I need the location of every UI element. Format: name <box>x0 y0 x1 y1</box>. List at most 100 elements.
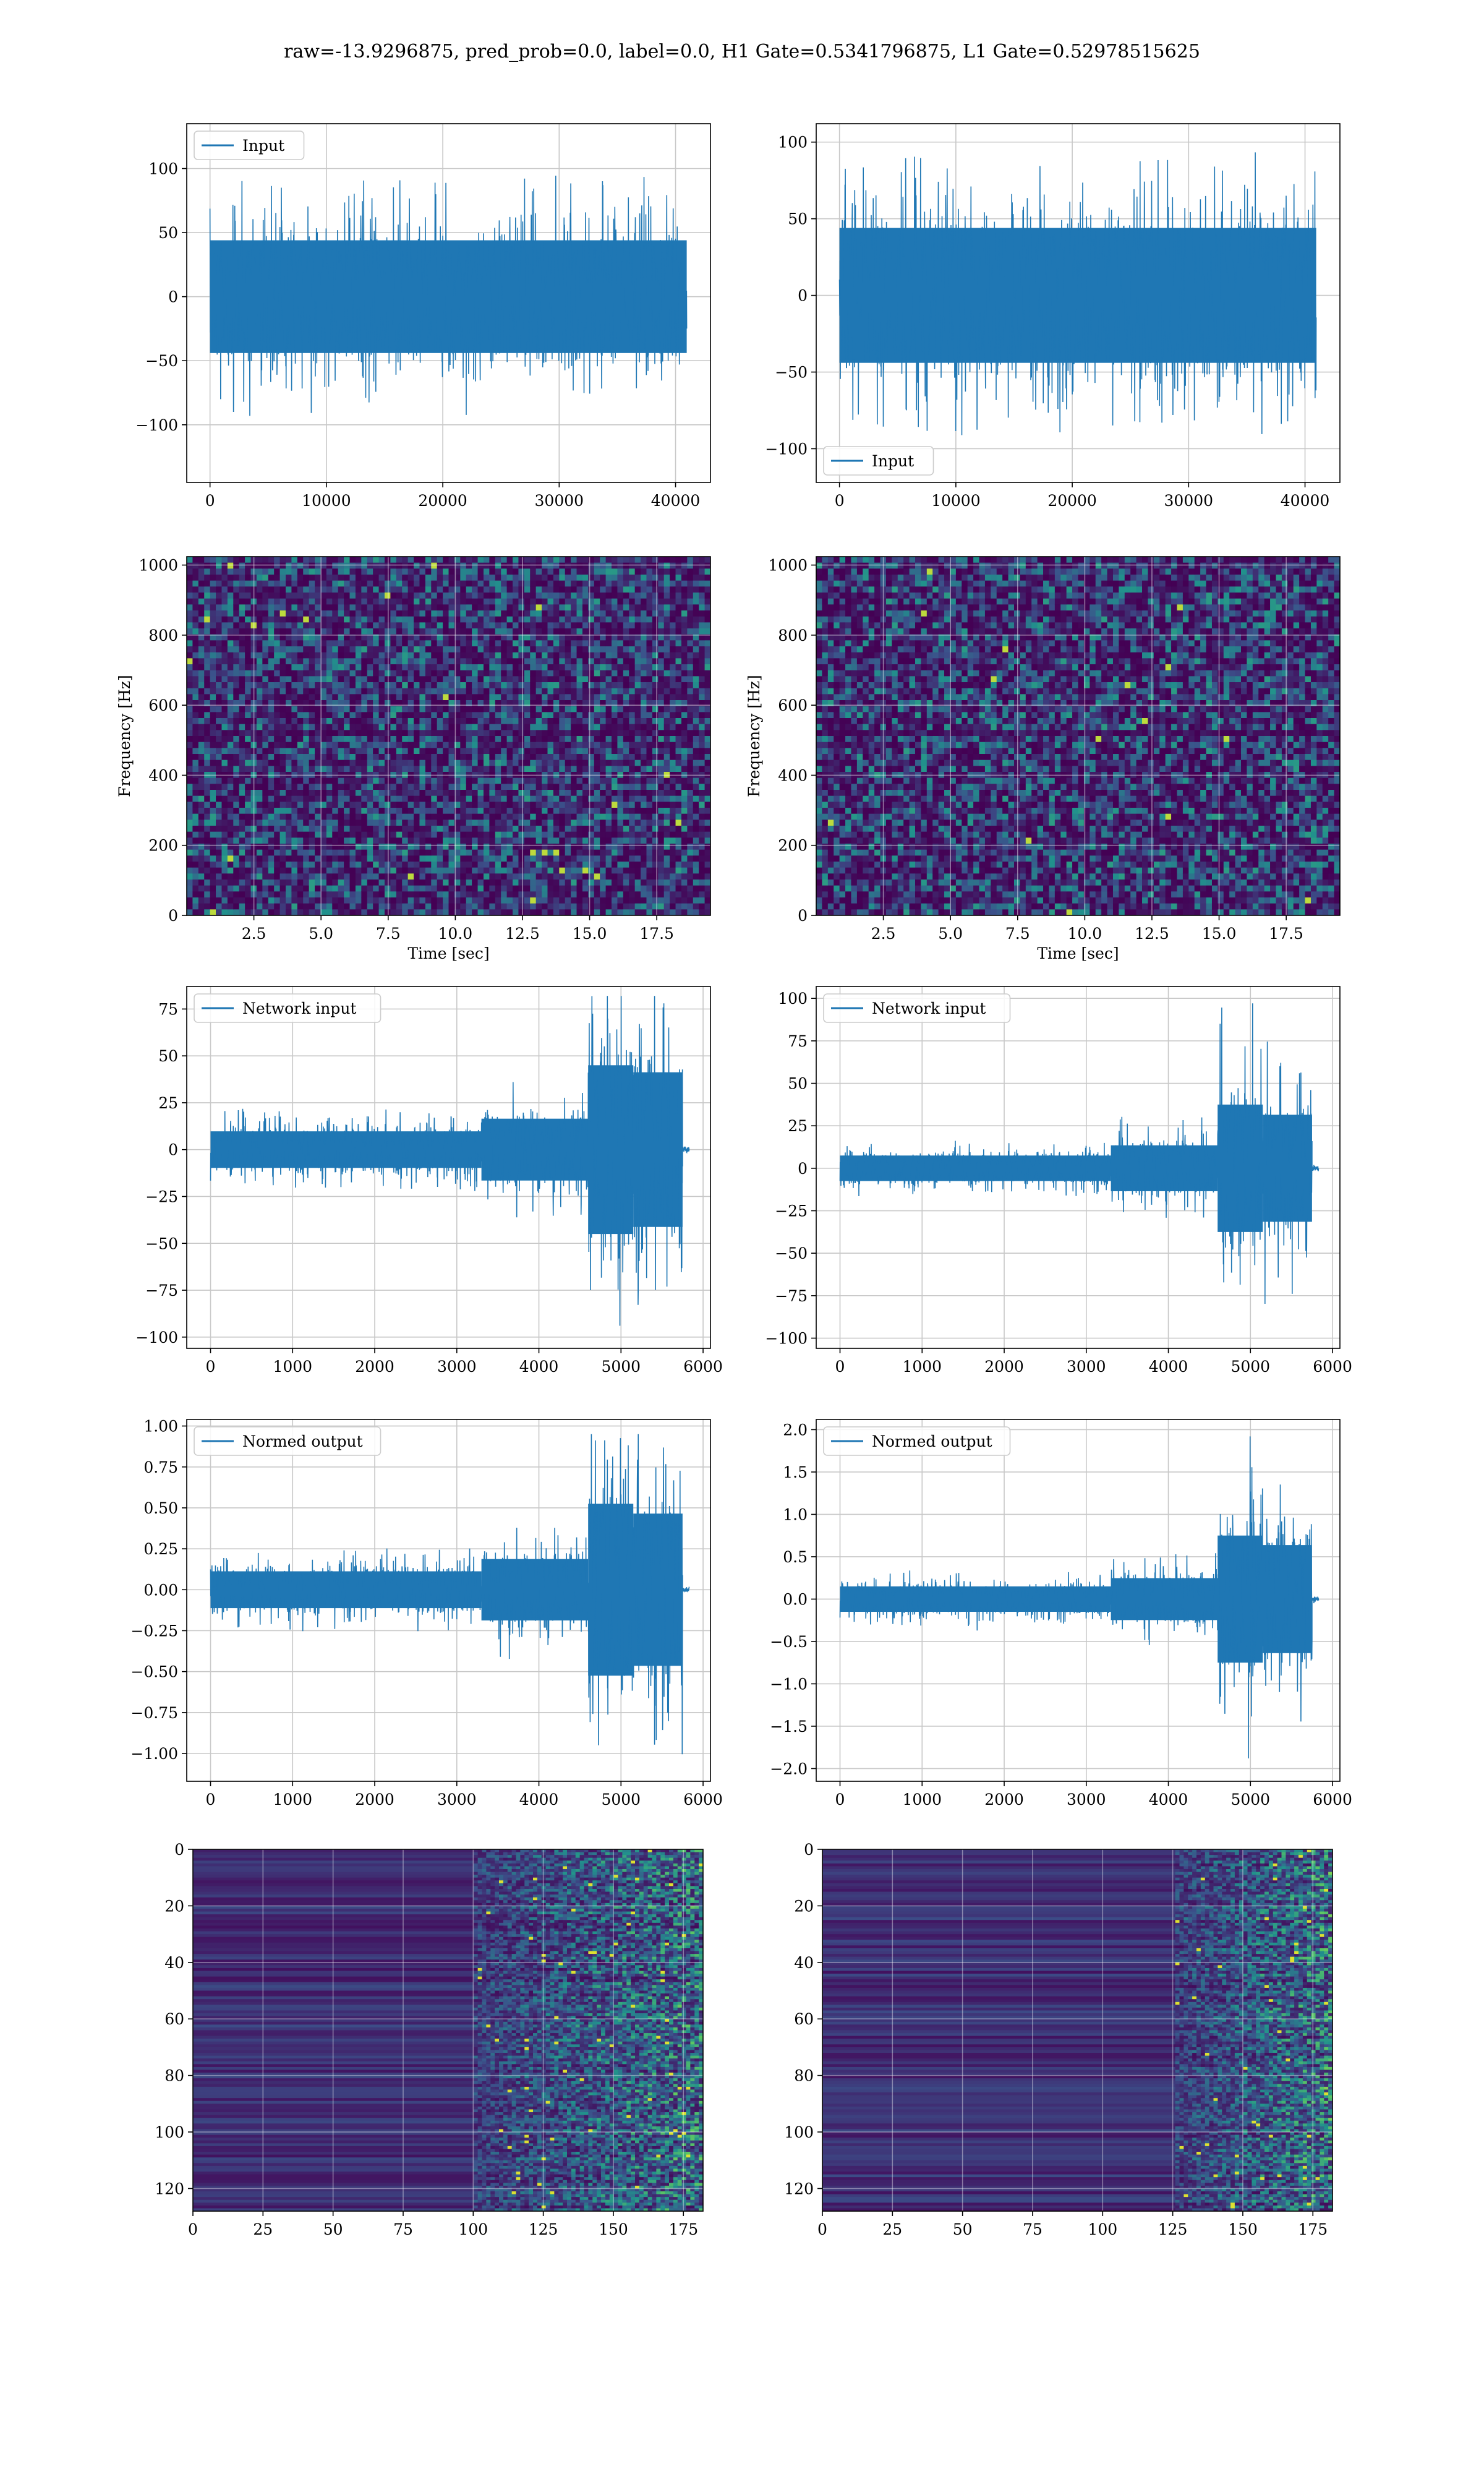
x-tick-label: 4000 <box>519 1791 559 1808</box>
x-tick-label: 2000 <box>355 1791 394 1808</box>
y-tick-label: 0 <box>168 907 178 925</box>
y-tick-label: 25 <box>788 1117 808 1135</box>
y-tick-label: −50 <box>775 1244 808 1262</box>
y-tick-label: −25 <box>775 1202 808 1220</box>
y-tick-label: 100 <box>778 990 808 1008</box>
x-tick-label: 6000 <box>683 1358 723 1376</box>
x-tick-label: 17.5 <box>639 925 674 943</box>
x-tick-label: 15.0 <box>1202 925 1237 943</box>
y-tick-label: 60 <box>794 2010 814 2028</box>
y-tick-label: 50 <box>158 224 178 242</box>
x-tick-label: 20000 <box>418 492 467 510</box>
y-tick-label: 0.5 <box>783 1548 808 1566</box>
y-tick-label: −50 <box>775 364 808 382</box>
x-tick-label: 20000 <box>1047 492 1097 510</box>
x-tick-label: 25 <box>253 2220 273 2238</box>
x-tick-label: 5.0 <box>309 925 333 943</box>
y-tick-label: 0 <box>798 287 808 305</box>
y-tick-label: 120 <box>784 2180 814 2198</box>
x-tick-label: 4000 <box>1149 1791 1188 1808</box>
x-tick-label: 30000 <box>535 492 584 510</box>
x-tick-label: 6000 <box>683 1791 723 1808</box>
y-tick-label: −25 <box>145 1188 178 1205</box>
y-tick-label: −0.25 <box>130 1622 178 1640</box>
y-tick-label: 0 <box>798 1160 808 1178</box>
panel-l1_normed_output: 0 1000 2000 3000 4000 5000 6000 −2.0 −1.5 −1.0 −0.… <box>770 1419 1352 1808</box>
y-tick-label: 50 <box>158 1047 178 1065</box>
y-tick-label: 600 <box>778 696 808 714</box>
panel-h1_normed_output: 0 1000 2000 3000 4000 5000 6000 −1.00 −0.75 −0.50… <box>130 1418 722 1808</box>
x-tick-label: 5000 <box>1230 1791 1270 1808</box>
x-tick-label: 3000 <box>1067 1358 1106 1376</box>
x-tick-label: 1000 <box>902 1791 942 1808</box>
panel-l1_feature_map: 0 25 50 75 100 125 150 175 0 20 40 60 80 100 120 <box>784 1841 1333 2238</box>
y-tick-label: 1000 <box>768 557 808 575</box>
y-tick-label: 0.25 <box>143 1540 178 1558</box>
x-tick-label: 1000 <box>273 1358 312 1376</box>
y-tick-label: 60 <box>164 2010 184 2028</box>
y-tick-label: 50 <box>788 210 808 228</box>
x-tick-label: 3000 <box>1067 1791 1106 1808</box>
x-tick-label: 125 <box>529 2220 558 2238</box>
y-tick-label: 0.50 <box>143 1499 178 1517</box>
x-tick-label: 175 <box>668 2220 698 2238</box>
y-tick-label: −2.0 <box>770 1760 808 1778</box>
y-tick-label: 75 <box>158 1000 178 1018</box>
y-tick-label: −50 <box>145 352 178 370</box>
legend-box <box>823 993 1011 1023</box>
signal-line-h1_input <box>209 175 688 416</box>
y-tick-label: 80 <box>794 2067 814 2085</box>
axes-frame <box>822 1849 1333 2212</box>
x-tick-label: 10.0 <box>1068 925 1102 943</box>
x-tick-label: 0 <box>835 492 845 510</box>
y-tick-label: 40 <box>794 1954 814 1972</box>
x-tick-label: 125 <box>1158 2220 1188 2238</box>
y-tick-label: −75 <box>145 1282 178 1299</box>
x-tick-label: 175 <box>1298 2220 1328 2238</box>
y-tick-label: 200 <box>778 837 808 855</box>
y-tick-label: 400 <box>148 766 178 784</box>
y-tick-label: 400 <box>778 766 808 784</box>
x-tick-label: 25 <box>882 2220 902 2238</box>
axes-frame <box>816 556 1341 916</box>
x-tick-label: 0 <box>835 1358 845 1376</box>
legend-label: Network input <box>872 999 986 1017</box>
heatmap-cells <box>187 557 710 915</box>
x-tick-label: 7.5 <box>376 925 401 943</box>
x-tick-label: 50 <box>323 2220 343 2238</box>
axes-frame <box>186 986 711 1349</box>
legend-label: Input <box>872 452 914 470</box>
y-tick-label: 20 <box>164 1897 184 1915</box>
x-tick-label: 150 <box>599 2220 628 2238</box>
heatmap-cells <box>193 1849 703 2211</box>
x-axis-label: Time [sec] <box>407 944 489 962</box>
y-tick-label: 1.5 <box>783 1463 808 1481</box>
x-tick-label: 5000 <box>601 1791 641 1808</box>
y-tick-label: −1.0 <box>770 1675 808 1693</box>
x-tick-label: 100 <box>1088 2220 1117 2238</box>
x-tick-label: 1000 <box>902 1358 942 1376</box>
legend-label: Normed output <box>242 1432 363 1450</box>
axes-frame <box>816 1419 1341 1782</box>
x-tick-label: 0 <box>206 1791 216 1808</box>
panel-h1_spectrogram: 2.5 5.0 7.5 10.0 12.5 15.0 17.5 0 200 400 600 800 10… <box>116 556 711 962</box>
y-tick-label: 100 <box>778 134 808 152</box>
x-tick-label: 17.5 <box>1269 925 1303 943</box>
legend-box <box>823 1426 1011 1456</box>
x-tick-label: 12.5 <box>1135 925 1169 943</box>
x-tick-label: 2.5 <box>242 925 267 943</box>
y-tick-label: 0.0 <box>783 1590 808 1608</box>
y-tick-label: 0 <box>168 288 178 306</box>
x-tick-label: 10000 <box>302 492 351 510</box>
y-tick-label: 100 <box>148 160 178 178</box>
x-tick-label: 5.0 <box>938 925 963 943</box>
y-tick-label: −0.50 <box>130 1663 178 1681</box>
y-tick-label: 2.0 <box>783 1421 808 1439</box>
panel-h1_network_input: 0 1000 2000 3000 4000 5000 6000 −100 −75 −50 −25 0 2… <box>135 986 723 1376</box>
x-axis-label: Time [sec] <box>1037 944 1119 962</box>
x-tick-label: 2000 <box>355 1358 394 1376</box>
y-tick-label: −0.5 <box>770 1633 808 1651</box>
x-tick-label: 0 <box>206 1358 216 1376</box>
legend-box <box>194 1426 382 1456</box>
